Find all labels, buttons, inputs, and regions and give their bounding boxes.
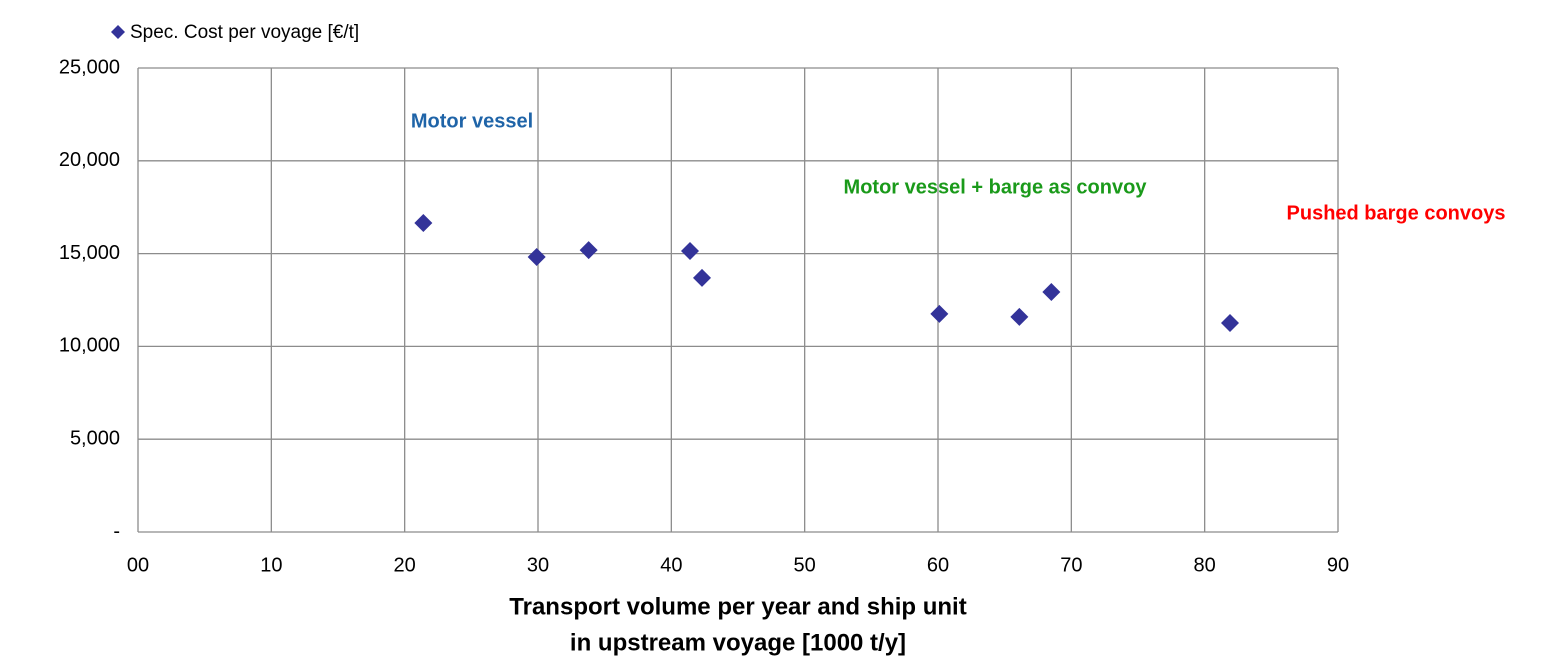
- data-point: [527, 247, 546, 266]
- y-tick-label: 10,000: [59, 335, 120, 357]
- x-tick-label: 30: [527, 554, 549, 576]
- x-tick-label: 40: [660, 554, 682, 576]
- x-tick-label: 80: [1194, 554, 1216, 576]
- data-point: [1042, 283, 1061, 302]
- annotation: Motor vessel + barge as convoy: [844, 176, 1148, 198]
- x-tick-label: 10: [260, 554, 282, 576]
- data-point: [579, 241, 598, 260]
- legend-marker: [111, 25, 125, 39]
- data-point: [1221, 314, 1239, 333]
- y-tick-label: 15,000: [59, 242, 120, 264]
- data-point: [1010, 307, 1029, 326]
- x-tick-label: 50: [794, 554, 816, 576]
- y-tick-label: -: [113, 520, 120, 542]
- x-tick-label: 60: [927, 554, 949, 576]
- data-point: [414, 213, 433, 232]
- legend-label: Spec. Cost per voyage [€/t]: [130, 22, 359, 43]
- x-tick-label: 70: [1060, 554, 1082, 576]
- annotation: Motor vessel: [411, 110, 533, 132]
- data-point: [930, 304, 949, 323]
- x-axis-title: in upstream voyage [1000 t/y]: [570, 629, 906, 656]
- x-tick-label: 20: [394, 554, 416, 576]
- x-tick-label: 00: [127, 554, 149, 576]
- annotation: Pushed barge convoys: [1287, 202, 1506, 224]
- y-tick-label: 5,000: [70, 427, 120, 449]
- y-tick-label: 20,000: [59, 149, 120, 171]
- y-tick-label: 25,000: [59, 56, 120, 78]
- x-tick-label: 90: [1327, 554, 1349, 576]
- data-point: [681, 242, 699, 261]
- data-point: [693, 268, 711, 287]
- x-axis-title: Transport volume per year and ship unit: [509, 593, 966, 620]
